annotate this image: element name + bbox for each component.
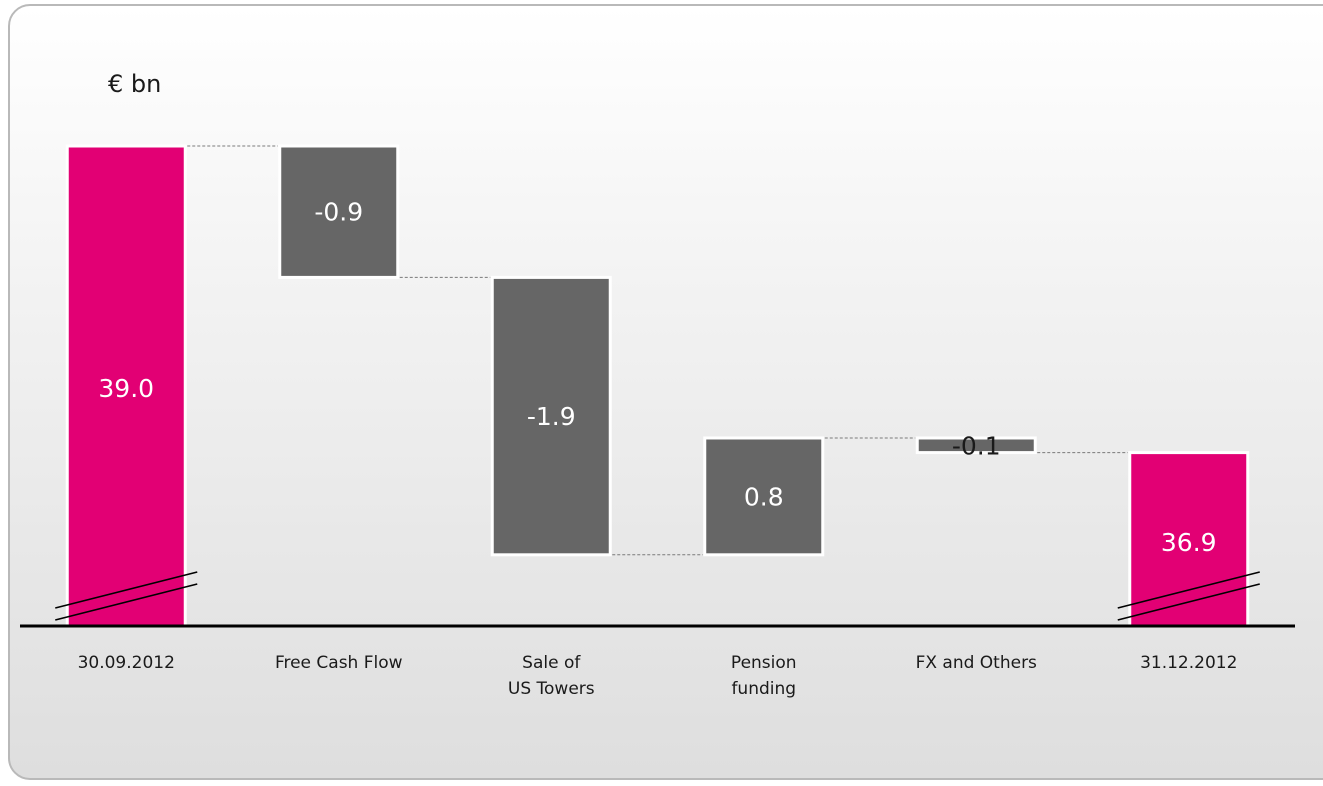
category-label-1-0: Free Cash Flow (275, 653, 403, 673)
bar-3 (703, 436, 825, 557)
category-label-4-0: FX and Others (916, 653, 1037, 673)
bar-4 (915, 436, 1037, 455)
value-label-0: 39.0 (98, 374, 154, 403)
value-label-3: 0.8 (744, 482, 784, 511)
break-line-0-a (55, 571, 198, 609)
unit-label: € bn (108, 70, 162, 98)
bars (65, 144, 1250, 628)
category-label-0-0: 30.09.2012 (78, 653, 175, 673)
category-label-2-0: Sale of (522, 653, 581, 673)
category-label-2-1: US Towers (508, 679, 595, 699)
category-label-3-0: Pension (731, 653, 797, 673)
category-labels: 30.09.2012 Free Cash Flow Sale of US Towers… (78, 653, 1238, 699)
value-label-5: 36.9 (1161, 528, 1217, 557)
bar-0 (65, 144, 187, 628)
chart-frame (8, 4, 1323, 780)
category-label-3-1: funding (731, 679, 796, 699)
value-label-1: -0.9 (314, 198, 363, 227)
break-line-5-b (1117, 583, 1260, 621)
category-label-5-0: 31.12.2012 (1140, 653, 1237, 673)
connector-lines (187, 145, 1128, 556)
value-label-2: -1.9 (527, 402, 576, 431)
value-label-4: -0.1 (952, 431, 1001, 460)
bar-2 (490, 275, 612, 557)
value-labels: 39.0 -0.9 -1.9 0.8 -0.1 36.9 (98, 198, 1216, 557)
axis-break-marks (55, 571, 1260, 621)
break-line-5-a (1117, 571, 1260, 609)
bar-1 (278, 144, 400, 279)
break-line-0-b (55, 583, 198, 621)
